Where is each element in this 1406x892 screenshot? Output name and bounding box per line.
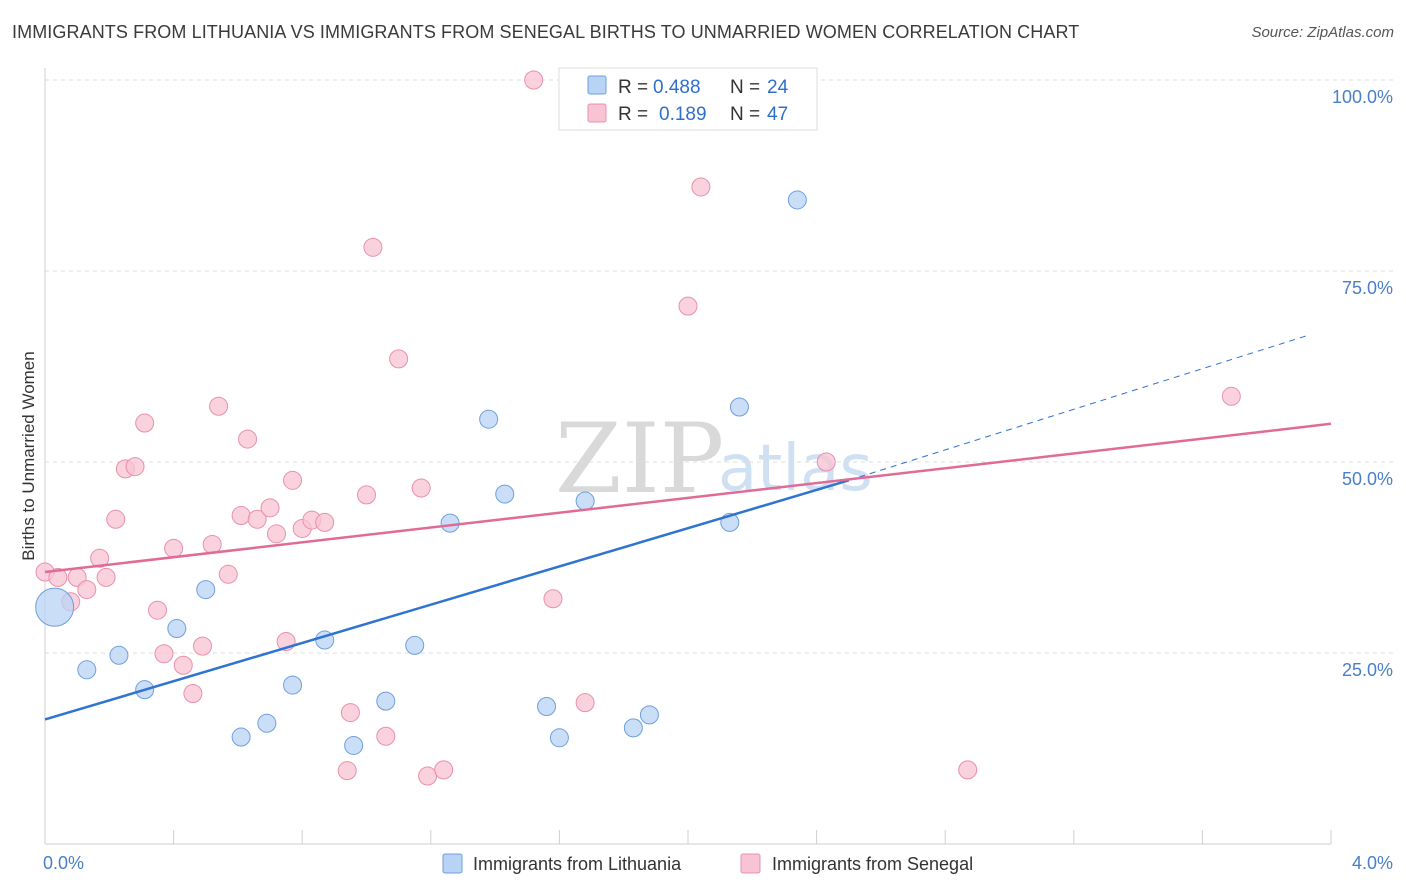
senegal-point-6 <box>96 567 116 587</box>
x-tick-label-min: 0.0% <box>43 853 84 873</box>
senegal-point-5 <box>90 548 110 568</box>
lithuania-point-1 <box>77 660 97 680</box>
watermark-atlas: atlas <box>718 432 873 506</box>
senegal-point-9 <box>125 457 145 477</box>
senegal-point-29 <box>315 512 335 532</box>
y-tick-labels: 25.0% 50.0% 75.0% 100.0% <box>1332 87 1393 680</box>
lithuania-point-18 <box>575 491 595 511</box>
legend-r-value-senegal: 0.189 <box>659 104 707 125</box>
lithuania-point-23 <box>787 190 807 210</box>
senegal-point-22 <box>247 509 267 529</box>
senegal-point-24 <box>266 524 286 544</box>
senegal-point-20 <box>231 505 251 525</box>
senegal-point-31 <box>340 703 360 723</box>
legend-r-label-senegal: R = <box>618 104 648 125</box>
y-tick-label-100: 100.0% <box>1332 87 1393 107</box>
senegal-point-23 <box>260 498 280 518</box>
senegal-point-16 <box>193 636 213 656</box>
senegal-points <box>35 70 1241 786</box>
lithuania-trend-line <box>44 479 850 721</box>
senegal-point-7 <box>106 509 126 529</box>
senegal-point-45 <box>958 760 978 780</box>
lithuania-point-17 <box>549 728 569 748</box>
senegal-point-41 <box>575 693 595 713</box>
series-swatch-senegal <box>740 853 761 874</box>
legend-swatch-lithuania <box>587 75 607 95</box>
senegal-point-38 <box>434 760 454 780</box>
senegal-point-30 <box>337 761 357 781</box>
chart-title: IMMIGRANTS FROM LITHUANIA VS IMMIGRANTS … <box>12 22 1080 42</box>
legend-r-label-lithuania: R = <box>618 77 648 98</box>
lithuania-point-0 <box>35 587 75 627</box>
senegal-point-1 <box>48 567 68 587</box>
lithuania-point-8 <box>283 675 303 695</box>
legend-n-label-lithuania: N = <box>730 77 760 98</box>
senegal-point-10 <box>135 413 155 433</box>
legend-swatch-senegal <box>587 103 607 123</box>
lithuania-point-6 <box>231 727 251 747</box>
y-tick-label-50: 50.0% <box>1342 469 1393 489</box>
x-tick-marks <box>173 830 1332 844</box>
senegal-point-37 <box>418 766 438 786</box>
senegal-point-18 <box>209 396 229 416</box>
senegal-point-40 <box>543 589 563 609</box>
senegal-point-4 <box>77 580 97 600</box>
senegal-point-14 <box>173 655 193 675</box>
lithuania-trend-extension <box>848 334 1309 481</box>
series-swatch-lithuania <box>442 853 463 874</box>
lithuania-point-7 <box>257 713 277 733</box>
correlation-legend: R = 0.488 N = 24 R = 0.189 N = 47 <box>558 67 818 131</box>
y-axis-label: Births to Unmarried Women <box>19 351 38 560</box>
lithuania-point-14 <box>479 409 499 429</box>
senegal-point-19 <box>218 564 238 584</box>
series-label-senegal: Immigrants from Senegal <box>772 854 973 874</box>
senegal-point-39 <box>524 70 544 90</box>
lithuania-point-15 <box>495 484 515 504</box>
senegal-point-15 <box>183 683 203 703</box>
lithuania-point-2 <box>109 645 129 665</box>
senegal-point-12 <box>154 644 174 664</box>
legend-n-value-lithuania: 24 <box>767 77 789 98</box>
senegal-point-34 <box>376 726 396 746</box>
legend-r-value-lithuania: 0.488 <box>653 77 701 98</box>
y-tick-label-75: 75.0% <box>1342 278 1393 298</box>
lithuania-point-20 <box>639 705 659 725</box>
senegal-point-42 <box>678 296 698 316</box>
lithuania-point-10 <box>344 735 364 755</box>
lithuania-point-11 <box>376 691 396 711</box>
senegal-point-35 <box>389 349 409 369</box>
senegal-point-46 <box>1221 386 1241 406</box>
lithuania-point-5 <box>196 580 216 600</box>
lithuania-point-4 <box>167 619 187 639</box>
y-tick-label-25: 25.0% <box>1342 660 1393 680</box>
source-credit: Source: ZipAtlas.com <box>1251 24 1394 41</box>
lithuania-point-19 <box>623 718 643 738</box>
senegal-point-13 <box>164 538 184 558</box>
senegal-point-11 <box>148 600 168 620</box>
senegal-point-44 <box>816 452 836 472</box>
senegal-point-26 <box>283 470 303 490</box>
legend-n-value-senegal: 47 <box>767 104 788 125</box>
series-label-lithuania: Immigrants from Lithuania <box>473 854 682 874</box>
series-legend: Immigrants from Lithuania Immigrants fro… <box>442 853 973 874</box>
legend-n-label-senegal: N = <box>730 104 760 125</box>
senegal-point-33 <box>363 237 383 257</box>
grid-lines <box>45 79 1393 654</box>
senegal-point-43 <box>691 177 711 197</box>
trend-lines <box>44 334 1332 721</box>
senegal-trend-line <box>44 422 1332 574</box>
x-tick-label-max: 4.0% <box>1352 853 1393 873</box>
lithuania-point-16 <box>537 696 557 716</box>
lithuania-point-12 <box>405 635 425 655</box>
senegal-point-36 <box>411 478 431 498</box>
lithuania-point-13 <box>440 513 460 533</box>
senegal-point-32 <box>357 485 376 505</box>
senegal-point-21 <box>238 429 258 449</box>
lithuania-points <box>35 190 807 755</box>
lithuania-point-22 <box>729 397 749 417</box>
